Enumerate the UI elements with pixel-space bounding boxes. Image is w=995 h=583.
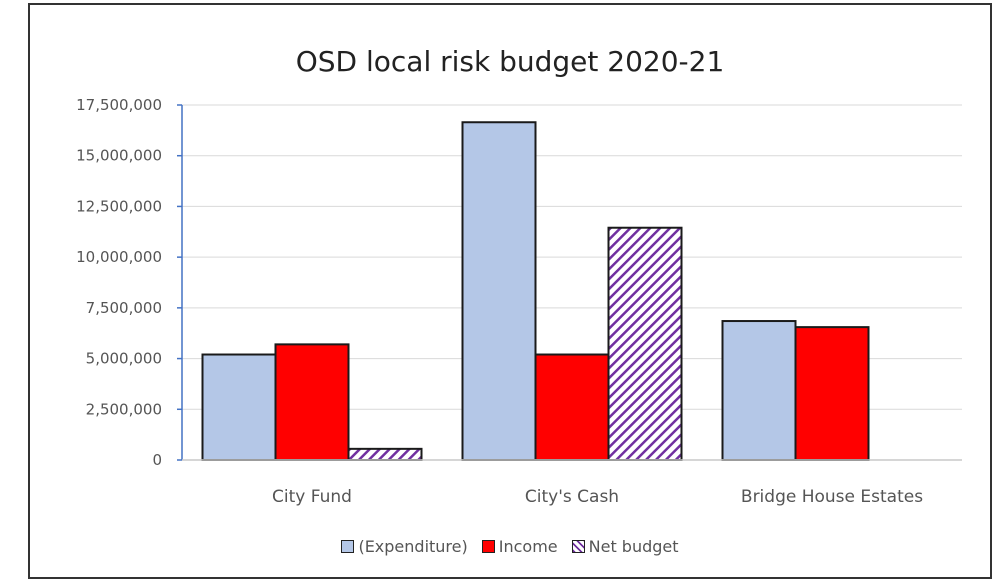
legend-swatch: [571, 540, 585, 553]
y-tick-label: 7,500,000: [86, 299, 162, 317]
bar-expenditure: [201, 353, 277, 461]
legend-swatch: [341, 540, 355, 553]
y-tick-label: 5,000,000: [86, 350, 162, 368]
legend-swatch: [481, 540, 495, 553]
bar-netbudget: [607, 226, 683, 461]
bar-income: [534, 353, 610, 461]
legend-item: Income: [481, 537, 558, 556]
bar-income: [794, 326, 870, 461]
y-tick-label: 0: [152, 451, 162, 469]
x-category-label: City's Cash: [525, 487, 619, 507]
y-tick-label: 10,000,000: [76, 248, 162, 266]
legend-item: (Expenditure): [341, 537, 468, 556]
legend-item: Net budget: [571, 537, 679, 556]
legend-label: Income: [498, 537, 558, 556]
y-tick-label: 17,500,000: [76, 96, 162, 114]
legend: (Expenditure) Income Net budget: [30, 537, 990, 556]
bar-expenditure: [721, 320, 797, 461]
chart-frame: OSD local risk budget 2020-21 0 2,500,000…: [28, 3, 992, 579]
y-tick-label: 2,500,000: [86, 400, 162, 418]
chart-plot: 0 2,500,000 5,000,000 7,500,000 10,000,000 12…: [76, 96, 962, 507]
bar-netbudget: [347, 447, 423, 462]
bar-expenditure: [461, 121, 537, 461]
legend-label: Net budget: [588, 537, 679, 556]
chart-title: OSD local risk budget 2020-21: [295, 45, 725, 78]
y-tick-label: 12,500,000: [76, 197, 162, 215]
x-category-label: Bridge House Estates: [741, 487, 923, 507]
bar-income: [274, 343, 350, 461]
legend-label: (Expenditure): [358, 537, 468, 556]
x-category-label: City Fund: [272, 487, 352, 507]
y-tick-label: 15,000,000: [76, 147, 162, 165]
